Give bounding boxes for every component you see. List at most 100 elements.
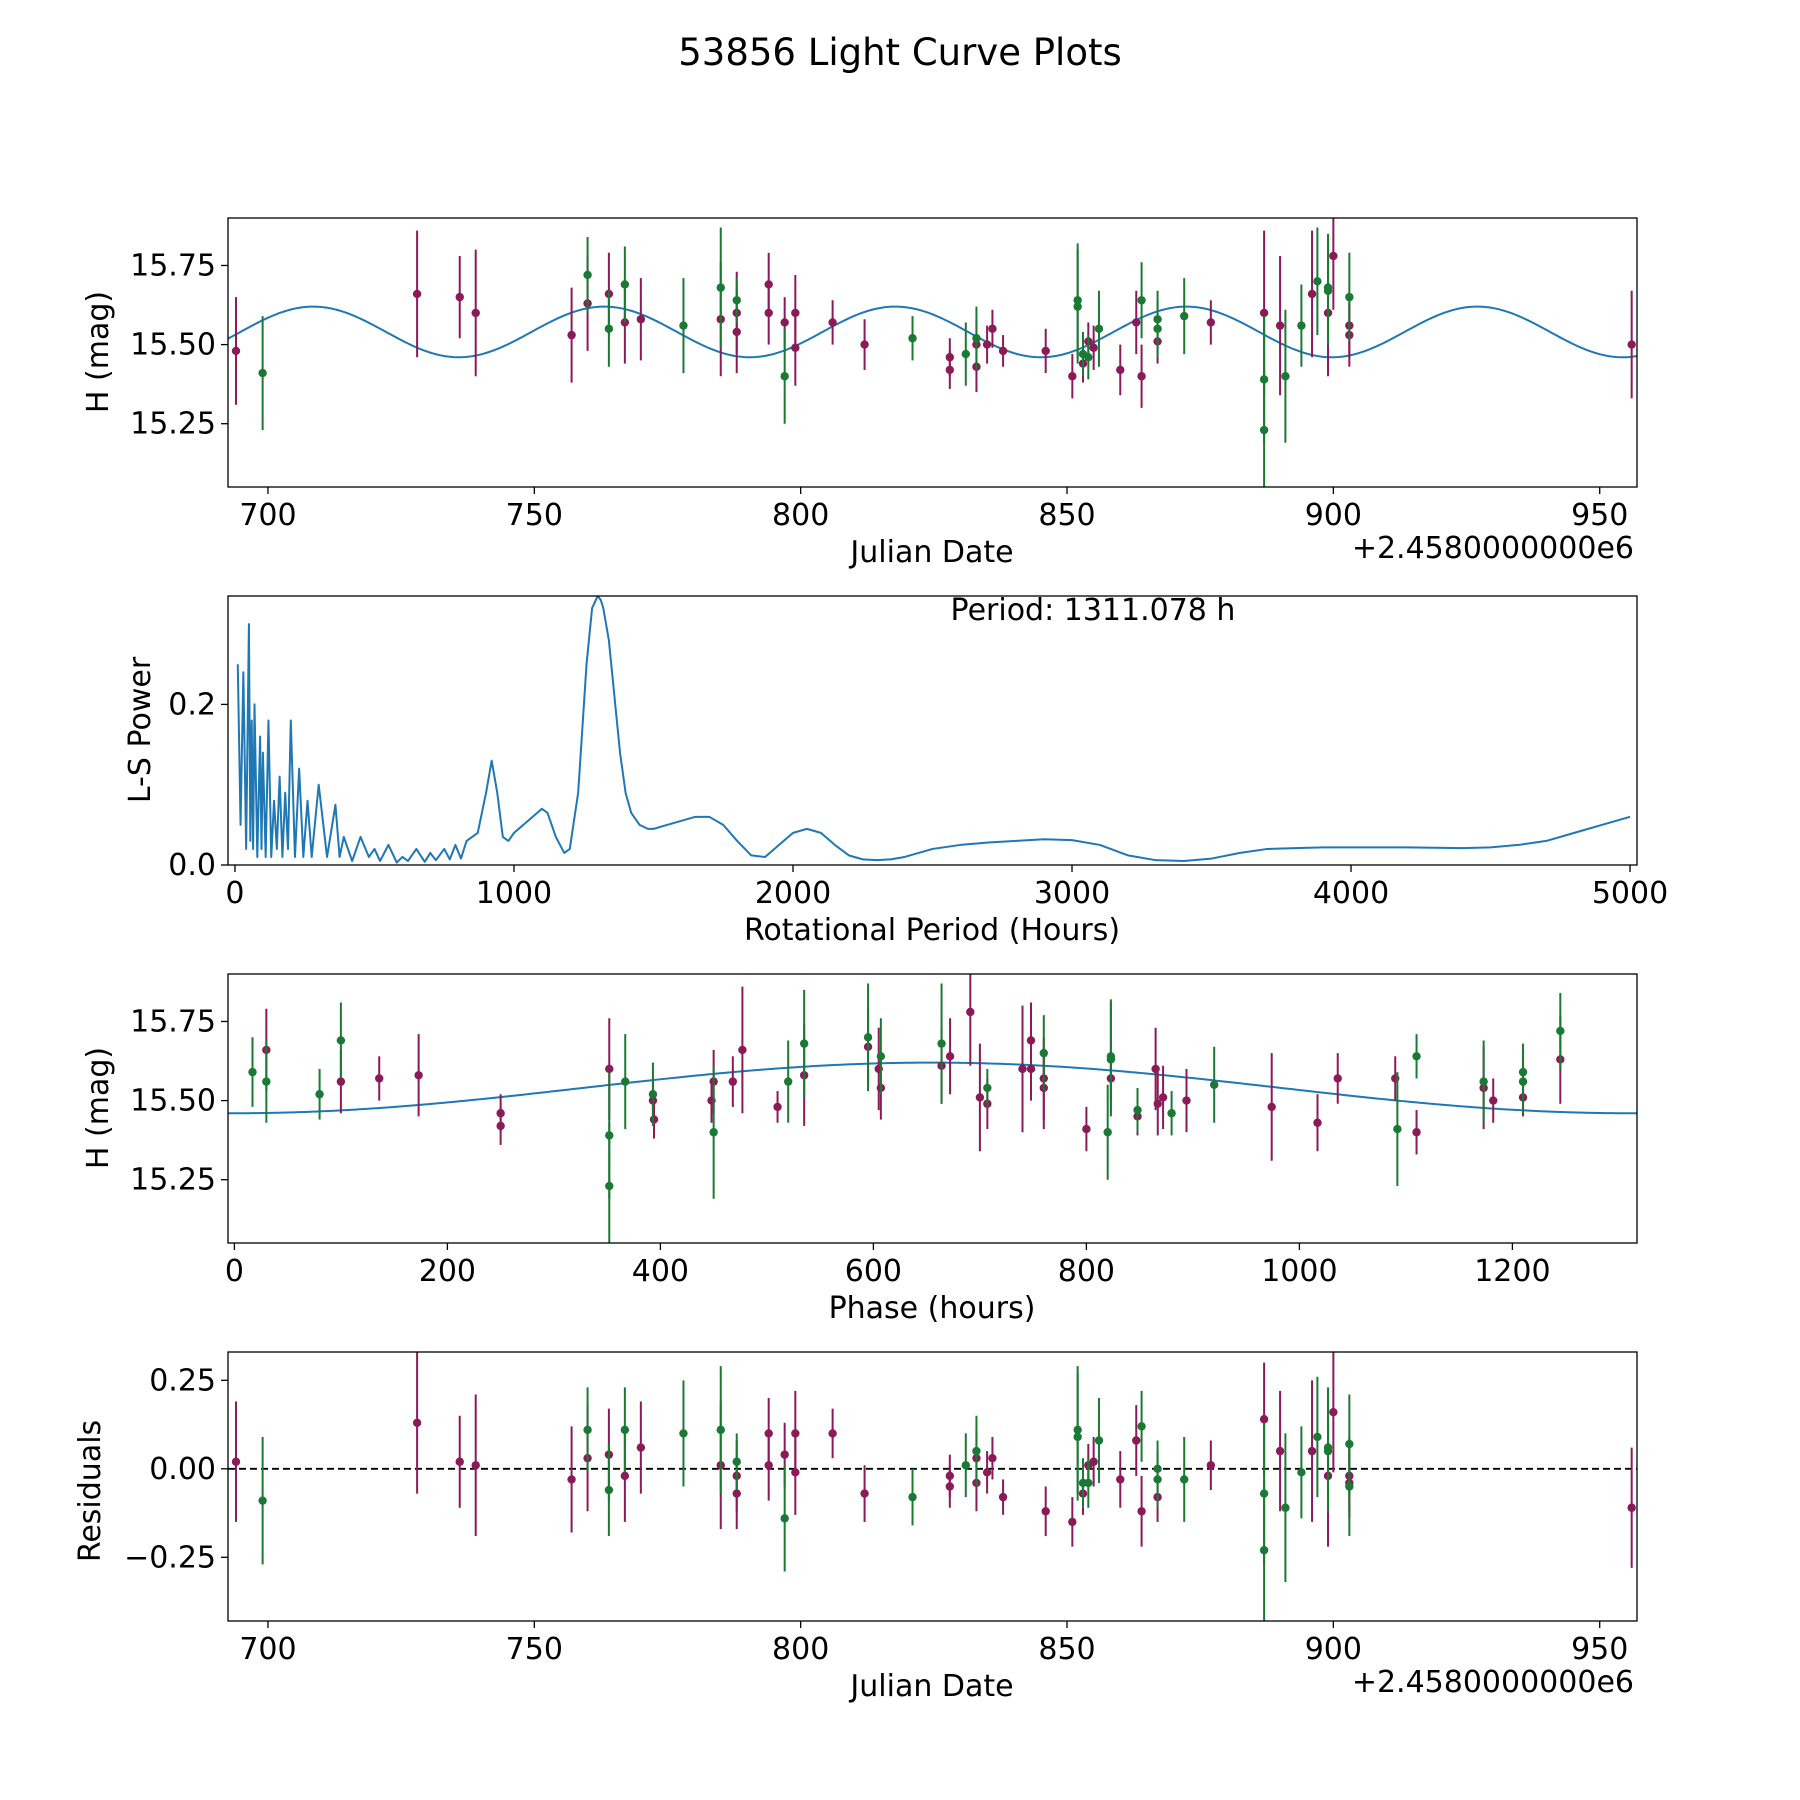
data-point-o xyxy=(605,1064,614,1074)
phased-ticks: 0 200 400 600 800 1000 1200 15.25 15.50 15.75 xyxy=(130,1004,1550,1289)
data-point-g xyxy=(1297,321,1306,330)
data-point-g xyxy=(1323,286,1333,295)
periodogram-plot-area xyxy=(236,596,1631,864)
data-point-g xyxy=(583,1425,592,1435)
data-point-o xyxy=(1068,1517,1077,1527)
data-point-o xyxy=(1132,1436,1141,1445)
x-tick-label: 5000 xyxy=(1592,876,1668,911)
data-point-o xyxy=(1313,1118,1322,1127)
data-point-o xyxy=(1627,1503,1636,1512)
data-point-g xyxy=(1084,353,1093,362)
data-point-o xyxy=(966,1007,975,1017)
x-tick-label: 3000 xyxy=(1034,876,1110,911)
periodogram-line xyxy=(236,596,1631,864)
data-point-o xyxy=(1206,1461,1216,1470)
panel-residuals: 700 750 800 850 900 950 −0.25 0.00 0.25 Julian D… xyxy=(73,1351,1638,1704)
lightcurve-ticks: 700 750 800 850 900 950 15.25 15.50 15.75 xyxy=(130,248,1628,533)
data-point-g xyxy=(1103,1128,1112,1137)
data-point-o xyxy=(471,1461,480,1470)
x-tick-label: 850 xyxy=(1038,498,1095,533)
data-point-g xyxy=(716,1425,725,1435)
data-point-g xyxy=(1180,311,1189,321)
data-point-g xyxy=(983,1083,992,1093)
y-tick-label: 15.50 xyxy=(130,1084,216,1119)
data-point-g xyxy=(1106,1055,1116,1064)
x-tick-label: 950 xyxy=(1571,498,1628,533)
data-point-o xyxy=(1333,1074,1342,1083)
data-point-o xyxy=(738,1045,747,1055)
data-point-g xyxy=(620,1425,630,1435)
data-point-o xyxy=(1137,372,1146,381)
y-tick-label: 0.25 xyxy=(149,1363,216,1398)
data-point-o xyxy=(1412,1128,1421,1137)
data-point-g xyxy=(1297,1468,1306,1477)
x-tick-label: 800 xyxy=(772,498,829,533)
data-point-g xyxy=(972,1446,981,1456)
data-point-g xyxy=(1153,1475,1162,1484)
data-point-o xyxy=(414,1071,423,1080)
data-point-g xyxy=(908,334,917,343)
y-tick-label: 0.00 xyxy=(149,1452,216,1487)
data-point-o xyxy=(412,289,422,299)
data-point-o xyxy=(649,1115,659,1124)
data-point-g xyxy=(620,280,630,289)
data-point-o xyxy=(1329,1407,1338,1417)
data-point-g xyxy=(961,349,970,359)
data-point-o xyxy=(828,318,837,327)
data-point-o xyxy=(1132,318,1141,327)
x-tick-label: 950 xyxy=(1571,1632,1628,1667)
data-point-o xyxy=(728,1077,738,1086)
x-tick-label: 1200 xyxy=(1474,1254,1550,1289)
data-point-g xyxy=(621,1077,630,1086)
panel-phased: 0 200 400 600 800 1000 1200 15.25 15.50 15.75 Pha… xyxy=(81,973,1638,1326)
residuals-ticks: 700 750 800 850 900 950 −0.25 0.00 0.25 xyxy=(124,1363,1628,1667)
y-tick-label: −0.25 xyxy=(124,1540,216,1575)
data-point-g xyxy=(1259,375,1269,384)
data-point-o xyxy=(1275,1446,1285,1456)
data-point-o xyxy=(945,365,955,375)
x-tick-label: 700 xyxy=(239,1632,296,1667)
y-tick-label: 15.25 xyxy=(130,407,216,442)
data-point-g xyxy=(709,1128,718,1137)
data-point-o xyxy=(988,1453,997,1463)
data-point-o xyxy=(1116,1475,1125,1484)
data-point-o xyxy=(567,330,576,340)
y-tick-label: 15.25 xyxy=(130,1163,216,1198)
data-point-g xyxy=(732,296,741,305)
data-point-g xyxy=(961,1461,970,1470)
y-tick-label: 15.75 xyxy=(130,1004,216,1039)
data-point-g xyxy=(972,334,981,343)
x-tick-label: 750 xyxy=(506,1632,563,1667)
data-point-o xyxy=(1259,308,1269,318)
data-point-o xyxy=(636,315,646,324)
x-tick-label: 600 xyxy=(845,1254,902,1289)
data-point-o xyxy=(1082,1124,1091,1134)
lightcurve-axes-frame xyxy=(227,217,1638,488)
model-curve xyxy=(228,305,1637,359)
data-point-o xyxy=(982,1468,992,1477)
lightcurve-ylabel: H (mag) xyxy=(81,291,116,413)
residuals-ylabel: Residuals xyxy=(73,1420,108,1562)
data-point-o xyxy=(1489,1096,1498,1105)
residuals-axes-frame xyxy=(227,1351,1638,1622)
periodogram-axes-frame xyxy=(227,595,1638,866)
data-point-o xyxy=(982,340,992,349)
data-point-g xyxy=(1412,1052,1421,1061)
data-point-o xyxy=(945,1482,955,1491)
data-point-o xyxy=(1116,365,1125,375)
residuals-xlabel: Julian Date xyxy=(848,1669,1013,1704)
data-point-g xyxy=(648,1090,658,1099)
data-point-o xyxy=(1089,1457,1098,1466)
data-point-g xyxy=(604,324,614,333)
data-point-g xyxy=(783,1077,793,1086)
y-tick-label: 15.50 xyxy=(130,328,216,363)
data-point-o xyxy=(860,1489,869,1498)
data-point-g xyxy=(1209,1080,1219,1089)
periodogram-xlabel: Rotational Period (Hours) xyxy=(744,913,1120,948)
x-tick-label: 900 xyxy=(1305,1632,1362,1667)
data-point-o xyxy=(998,1492,1008,1502)
data-point-g xyxy=(1073,302,1082,311)
data-point-g xyxy=(1073,1432,1082,1442)
residuals-plot-area xyxy=(228,1352,1637,1621)
data-point-g xyxy=(1518,1077,1528,1086)
